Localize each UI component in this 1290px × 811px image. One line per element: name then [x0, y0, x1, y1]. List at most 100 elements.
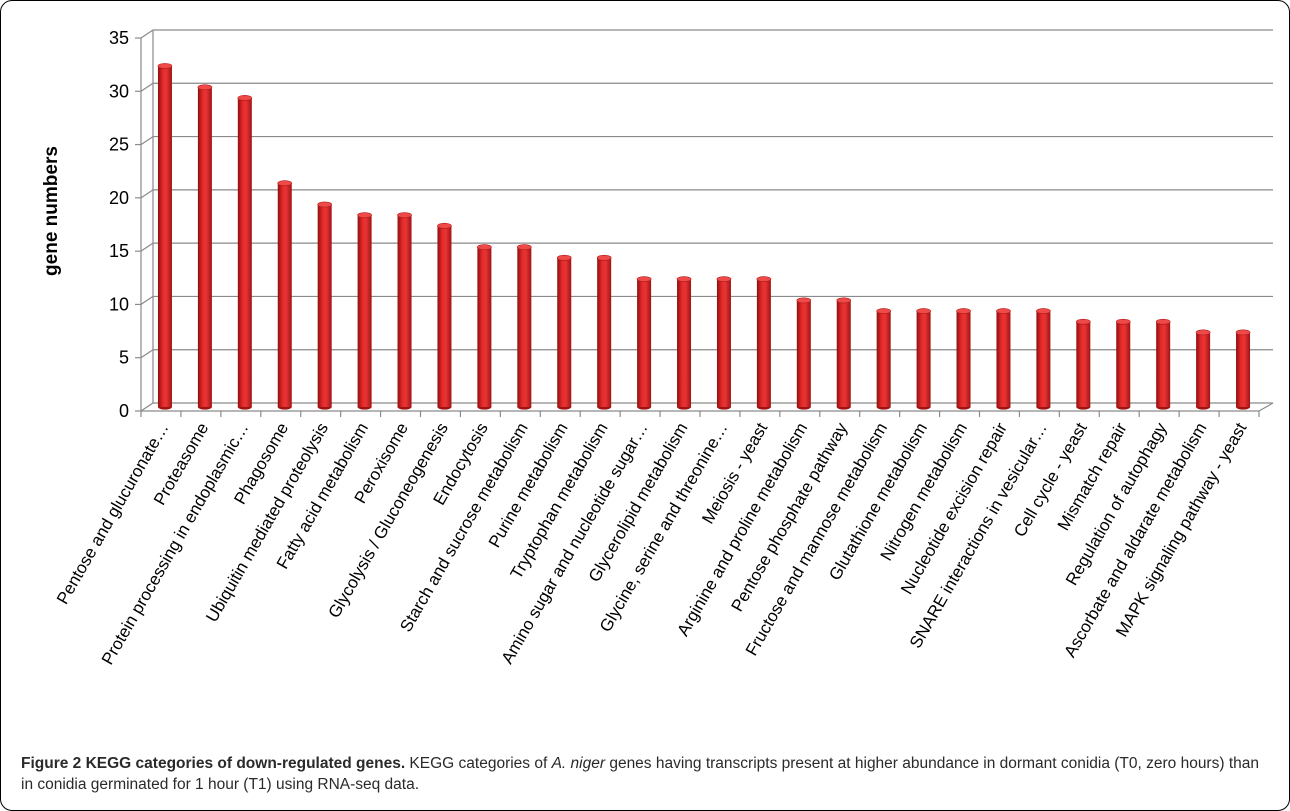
- bar-top: [1076, 318, 1091, 325]
- bar-top: [916, 308, 931, 314]
- bar: [1076, 318, 1091, 410]
- bar-body: [876, 311, 891, 407]
- bar: [357, 212, 372, 410]
- bar-top: [996, 308, 1011, 314]
- bar-body: [1156, 321, 1171, 407]
- y-tick-label: 10: [109, 294, 129, 314]
- bar: [1235, 329, 1251, 410]
- bar-top: [277, 180, 293, 187]
- bar-body: [996, 311, 1011, 407]
- bar: [876, 308, 891, 410]
- bar-body: [756, 279, 771, 407]
- bar-top: [956, 308, 971, 314]
- bar: [397, 212, 412, 410]
- gridline-depth: [140, 82, 154, 92]
- x-axis-depth: [1258, 402, 1274, 412]
- caption-species: A. niger: [551, 755, 606, 772]
- bar-body: [477, 247, 492, 407]
- bar-top: [796, 297, 812, 304]
- gridline-depth: [140, 189, 154, 199]
- bar-body: [677, 279, 692, 407]
- bar-body: [716, 279, 731, 407]
- bar: [756, 276, 772, 410]
- gridline-depth: [140, 136, 154, 146]
- bar: [916, 308, 931, 410]
- bar-top: [876, 308, 891, 314]
- bars: [157, 63, 1251, 410]
- bar: [477, 244, 492, 410]
- bar-top: [636, 276, 652, 283]
- bar-body: [197, 87, 212, 408]
- bar-body: [317, 204, 332, 407]
- bar: [1115, 318, 1131, 410]
- bar-body: [517, 247, 532, 407]
- caption-text-2: genes having transcripts present at high…: [21, 755, 1259, 793]
- bar-top: [437, 222, 452, 229]
- bar-body: [1116, 321, 1131, 407]
- bar: [676, 276, 692, 410]
- axes: [135, 30, 1274, 417]
- bar: [796, 297, 812, 410]
- y-tick-label: 30: [109, 81, 129, 101]
- bar-body: [237, 97, 252, 407]
- bar-top: [197, 84, 213, 91]
- bar-top: [317, 201, 332, 208]
- bar-top: [716, 276, 732, 283]
- bar-top: [1235, 329, 1251, 336]
- bar-body: [1076, 321, 1091, 407]
- y-tick-label: 15: [109, 241, 129, 261]
- bar: [437, 222, 452, 410]
- bar-body: [796, 300, 811, 407]
- bar: [277, 180, 293, 410]
- bar-body: [357, 215, 372, 407]
- bar-top: [237, 95, 253, 101]
- bar-top: [756, 276, 772, 283]
- bar-body: [557, 257, 572, 407]
- bar: [636, 276, 652, 410]
- bar-body: [397, 215, 412, 407]
- bar: [317, 201, 332, 410]
- gridline-depth: [140, 402, 154, 412]
- gridline-depth: [140, 242, 154, 252]
- gridlines: [140, 29, 1273, 412]
- y-tick-label: 20: [109, 188, 129, 208]
- bar-top: [556, 254, 572, 261]
- bar-top: [676, 276, 692, 283]
- bar: [956, 308, 971, 410]
- bar: [596, 254, 612, 410]
- bar: [1036, 308, 1051, 410]
- caption-text-1: KEGG categories of: [405, 755, 552, 772]
- bar-top: [1036, 308, 1051, 314]
- y-tick-label: 0: [119, 401, 129, 421]
- caption-label: Figure 2 KEGG categories of down-regulat…: [21, 755, 406, 772]
- bar-body: [277, 183, 292, 407]
- y-axis-label: gene numbers: [41, 146, 62, 276]
- bar: [996, 308, 1011, 410]
- bar-body: [157, 65, 172, 407]
- bar-top: [517, 244, 532, 251]
- bar-top: [157, 63, 173, 69]
- bar-top: [1195, 329, 1211, 336]
- gridline-depth: [140, 29, 154, 39]
- bar: [517, 244, 532, 410]
- bar-body: [916, 311, 931, 407]
- y-tick-label: 5: [119, 348, 129, 368]
- bar-top: [836, 297, 852, 304]
- y-tick-label: 35: [109, 28, 129, 48]
- bar-top: [477, 244, 492, 251]
- bar-body: [597, 257, 612, 407]
- bar: [237, 95, 253, 410]
- bar-body: [836, 300, 851, 407]
- bar: [556, 254, 572, 410]
- gridline-depth: [140, 349, 154, 359]
- bar-body: [956, 311, 971, 407]
- bar-top: [397, 212, 412, 219]
- bar-body: [637, 279, 652, 407]
- bar-top: [1115, 318, 1131, 325]
- bar-body: [1196, 332, 1211, 407]
- bar-body: [437, 225, 452, 407]
- bar: [1155, 318, 1171, 410]
- gridline-depth: [140, 295, 154, 305]
